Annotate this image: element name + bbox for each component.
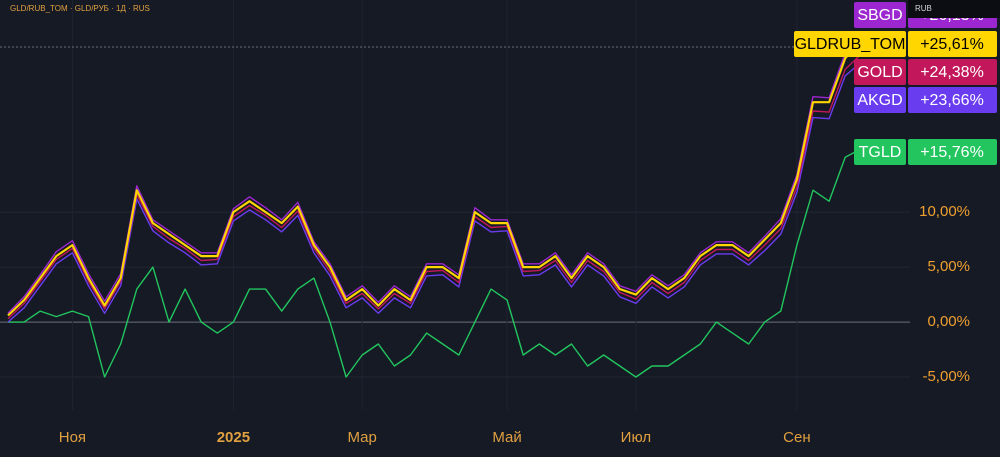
y-tick-label: 10,00%: [919, 203, 970, 220]
series-line: [7, 34, 862, 314]
last-value-box: [908, 59, 997, 85]
x-tick-label: Ноя: [59, 429, 86, 446]
legend-name-box: [854, 59, 906, 85]
x-tick-label: 2025: [217, 429, 250, 446]
series-line: [7, 61, 862, 323]
x-tick-label: Мар: [348, 429, 377, 446]
legend-name-box: [854, 2, 906, 28]
legend-name: GLDRUB_TOM: [795, 36, 906, 53]
last-value-box: [908, 31, 997, 57]
legend-name-box: [854, 87, 906, 113]
legend-name: AKGD: [857, 92, 902, 109]
legend-name-box: [854, 139, 906, 165]
y-tick-label: 5,00%: [927, 258, 970, 275]
last-value-box: [908, 87, 997, 113]
legend-name-box: [794, 31, 906, 57]
currency: RUB: [915, 4, 932, 13]
last-value-label: +25,61%: [920, 36, 984, 53]
grid: [0, 0, 910, 410]
header: GLD/RUB_TOM · GLD/РУБ · 1Д · RUS: [10, 4, 150, 13]
legend-name: SBGD: [857, 7, 902, 24]
x-tick-label: Июл: [621, 429, 651, 446]
last-value-label: +23,66%: [920, 92, 984, 109]
last-value-label: +24,38%: [920, 64, 984, 81]
legend-name: TGLD: [859, 144, 902, 161]
currency-box: [908, 0, 1000, 18]
x-tick-label: Май: [492, 429, 521, 446]
last-value-box: [908, 139, 997, 165]
legend-name: GOLD: [857, 64, 902, 81]
series-line: [8, 148, 862, 378]
series-line: [7, 53, 862, 320]
y-tick-label: -5,00%: [922, 368, 970, 385]
x-tick-label: Сен: [783, 429, 810, 446]
y-tick-label: 0,00%: [927, 313, 970, 330]
series-line: [7, 39, 863, 317]
last-value-label: +15,76%: [920, 144, 984, 161]
